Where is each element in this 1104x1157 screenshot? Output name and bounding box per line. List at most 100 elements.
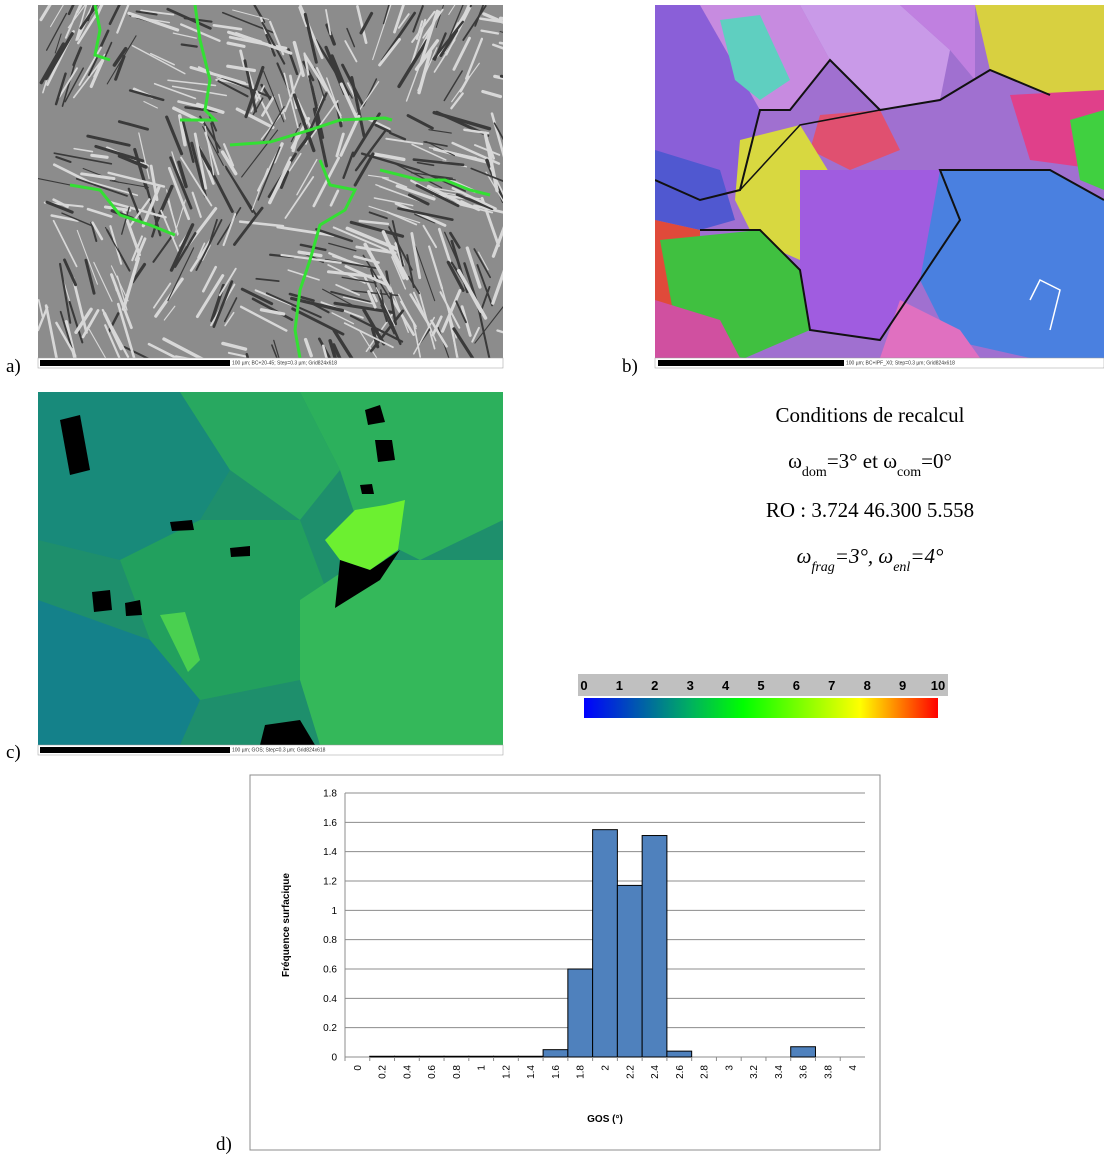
streak xyxy=(493,122,503,141)
streak xyxy=(407,193,430,206)
streak xyxy=(251,297,294,322)
streak xyxy=(121,256,140,311)
streak xyxy=(193,132,208,190)
streak xyxy=(485,171,503,203)
colorbar-tick-label: 6 xyxy=(793,678,800,693)
y-tick-label: 0.6 xyxy=(323,965,337,976)
streak xyxy=(255,90,274,125)
streak xyxy=(479,17,503,24)
streak xyxy=(292,93,316,153)
streak xyxy=(181,118,195,163)
streak xyxy=(412,158,465,167)
colorbar-tick-label: 3 xyxy=(687,678,694,693)
streak xyxy=(239,49,246,68)
streak xyxy=(450,92,464,110)
streak xyxy=(251,168,269,211)
streak xyxy=(489,167,503,196)
streak xyxy=(173,231,197,268)
colorbar-tick-label: 1 xyxy=(616,678,623,693)
streak xyxy=(254,289,292,306)
streak xyxy=(180,43,198,48)
colorbar-tick-label: 9 xyxy=(899,678,906,693)
bar xyxy=(369,1055,396,1058)
streak xyxy=(121,206,130,235)
scale-text: 100 µm; GOS; Step=0.3 µm; Grid824x618 xyxy=(232,748,326,754)
streak xyxy=(197,242,206,259)
streak xyxy=(410,232,422,280)
streak xyxy=(350,76,366,138)
text-part: =3° et ω xyxy=(827,449,897,473)
streak xyxy=(471,326,480,343)
streak xyxy=(147,342,180,358)
streak xyxy=(283,72,299,129)
streak xyxy=(395,184,436,201)
streak xyxy=(239,305,288,332)
streak xyxy=(197,66,222,79)
boundary xyxy=(69,183,176,237)
x-tick-label: 0.6 xyxy=(427,1065,438,1079)
streak xyxy=(459,200,481,212)
colorbar-tick-label: 4 xyxy=(722,678,730,693)
y-tick-label: 1.2 xyxy=(323,877,337,888)
streak xyxy=(74,307,93,334)
x-tick-label: 1 xyxy=(477,1065,488,1071)
streak xyxy=(411,143,447,161)
streak xyxy=(55,321,77,357)
streak xyxy=(167,200,179,235)
streak xyxy=(470,167,503,183)
streak xyxy=(432,20,465,61)
streak xyxy=(426,186,462,194)
streak xyxy=(406,114,434,130)
y-tick-label: 1.8 xyxy=(323,789,337,800)
streak xyxy=(432,176,456,181)
chart-frame xyxy=(249,774,881,1151)
streak xyxy=(223,297,238,323)
streak xyxy=(218,267,237,297)
streak xyxy=(428,129,452,134)
streak xyxy=(290,122,302,143)
streak xyxy=(63,258,78,287)
streak xyxy=(451,186,497,210)
streak xyxy=(321,344,328,358)
scale-strip: 100 µm; GOS; Step=0.3 µm; Grid824x618 xyxy=(37,744,504,756)
streak xyxy=(424,315,437,342)
streak xyxy=(221,341,248,351)
streak xyxy=(233,206,264,246)
streak xyxy=(332,226,389,252)
x-tick-label: 0 xyxy=(353,1065,364,1071)
colorbar-tick-label: 0 xyxy=(580,678,587,693)
scale-strip: 100 µm; BC+IPF_X0; Step=0.3 µm; Grid824x… xyxy=(654,357,1104,369)
streak xyxy=(328,242,357,252)
bar xyxy=(542,1049,569,1058)
streak xyxy=(349,220,405,238)
streak xyxy=(343,322,394,349)
streak xyxy=(279,170,290,189)
subscript: frag xyxy=(811,560,834,575)
x-tick-label: 3.8 xyxy=(823,1065,834,1079)
streak xyxy=(140,9,175,16)
streak xyxy=(415,20,424,41)
streak xyxy=(372,5,392,61)
x-tick-label: 0.8 xyxy=(452,1065,463,1079)
streak xyxy=(71,276,88,334)
streak xyxy=(45,200,74,214)
streak xyxy=(171,85,228,97)
streak xyxy=(278,93,286,120)
streak xyxy=(430,319,448,348)
streak xyxy=(439,29,459,58)
streak xyxy=(374,123,392,134)
streak xyxy=(472,204,503,214)
streak xyxy=(367,174,390,179)
bar xyxy=(394,1055,420,1058)
streak xyxy=(152,282,172,309)
streak xyxy=(292,40,305,77)
streak xyxy=(499,31,503,33)
streak xyxy=(195,219,223,271)
streak xyxy=(367,118,391,131)
streak xyxy=(223,143,235,167)
streak xyxy=(99,29,110,48)
scale-text: 100 µm; BC+IPF_X0; Step=0.3 µm; Grid824x… xyxy=(846,361,955,367)
streak xyxy=(445,6,472,56)
streak xyxy=(134,237,147,262)
